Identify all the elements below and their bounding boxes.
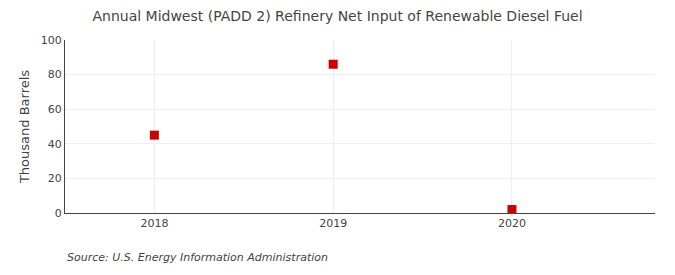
svg-text:40: 40 [48, 138, 62, 151]
svg-text:2020: 2020 [498, 217, 526, 230]
svg-text:0: 0 [55, 207, 62, 220]
svg-text:Thousand Barrels: Thousand Barrels [17, 70, 32, 184]
svg-text:Annual Midwest (PADD 2) Refine: Annual Midwest (PADD 2) Refinery Net Inp… [92, 8, 582, 24]
svg-text:2018: 2018 [140, 217, 168, 230]
svg-text:Source: U.S. Energy Informatio: Source: U.S. Energy Information Administ… [67, 251, 328, 264]
svg-text:60: 60 [48, 103, 62, 116]
svg-text:80: 80 [48, 68, 62, 81]
svg-text:100: 100 [41, 34, 62, 47]
svg-text:20: 20 [48, 172, 62, 185]
svg-text:2019: 2019 [319, 217, 347, 230]
